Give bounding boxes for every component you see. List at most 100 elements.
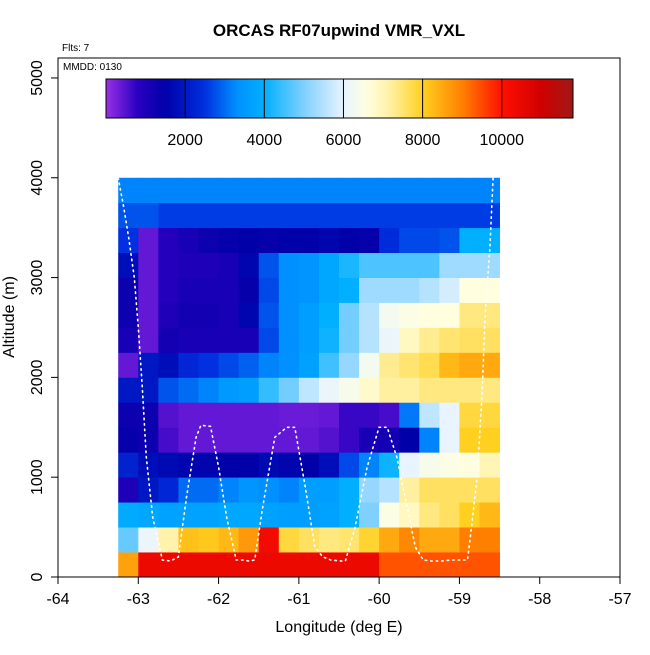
heatmap-cell [479, 302, 500, 328]
heatmap-cell [419, 527, 440, 553]
heatmap-cell [158, 352, 179, 378]
heatmap-cell [158, 552, 179, 577]
heatmap-cell [158, 427, 179, 453]
x-tick-label: -61 [287, 591, 310, 608]
heatmap-cell [339, 552, 360, 577]
heatmap-cell [419, 452, 440, 478]
heatmap-cell [419, 377, 440, 403]
heatmap-cell [419, 502, 440, 528]
heatmap-cell [298, 252, 320, 278]
heatmap-cell [118, 477, 139, 503]
heatmap-cell [158, 402, 179, 428]
heatmap-cell [339, 302, 360, 328]
heatmap-cell [339, 227, 360, 254]
heatmap-cell [339, 352, 360, 378]
heatmap-cell [318, 202, 340, 229]
heatmap-cell [198, 402, 219, 428]
heatmap-cell [278, 227, 300, 254]
heatmap-cell [439, 227, 460, 254]
heatmap-cell [178, 327, 199, 353]
heatmap-cell [439, 202, 460, 229]
heatmap-cell [118, 227, 139, 254]
heatmap-cell [339, 477, 360, 503]
heatmap-cell [359, 477, 380, 503]
heatmap-cell [238, 252, 260, 278]
heatmap-cell [318, 527, 340, 553]
heatmap-cells [118, 177, 500, 577]
heatmap-cell [238, 277, 260, 303]
x-tick-label: -57 [608, 591, 631, 608]
heatmap-cell [379, 377, 400, 403]
heatmap-cell [278, 177, 300, 204]
heatmap-cell [399, 552, 420, 577]
heatmap-cell [359, 552, 380, 577]
heatmap-cell [439, 277, 460, 303]
x-tick-label: -59 [448, 591, 471, 608]
heatmap-cell [439, 477, 460, 503]
heatmap-cell [278, 302, 300, 328]
heatmap-cell [238, 227, 260, 254]
heatmap-cell [479, 327, 500, 353]
heatmap-cell [459, 202, 480, 229]
heatmap-cell [278, 252, 300, 278]
heatmap-cell [318, 302, 340, 328]
heatmap-cell [318, 452, 340, 478]
heatmap-cell [439, 402, 460, 428]
heatmap-cell [138, 502, 159, 528]
heatmap-cell [419, 202, 440, 229]
heatmap-cell [379, 302, 400, 328]
heatmap-cell [439, 552, 460, 577]
y-tick-label: 5000 [29, 60, 46, 96]
heatmap-cell [379, 477, 400, 503]
heatmap-cell [298, 402, 320, 428]
heatmap-cell [138, 202, 159, 229]
x-tick-label: -64 [46, 591, 69, 608]
heatmap-cell [298, 377, 320, 403]
heatmap-cell [238, 477, 260, 503]
heatmap-cell [198, 427, 219, 453]
heatmap-cell [359, 527, 380, 553]
heatmap-cell [318, 402, 340, 428]
heatmap-cell [178, 402, 199, 428]
heatmap-cell [138, 177, 159, 204]
heatmap-cell [258, 327, 280, 353]
heatmap-cell [459, 452, 480, 478]
heatmap-cell [238, 452, 260, 478]
heatmap-cell [399, 302, 420, 328]
heatmap-cell [439, 252, 460, 278]
heatmap-cell [359, 377, 380, 403]
heatmap-cell [339, 402, 360, 428]
heatmap-cell [178, 252, 199, 278]
heatmap-cell [218, 277, 240, 303]
heatmap-cell [419, 227, 440, 254]
heatmap-cell [419, 177, 440, 204]
heatmap-cell [399, 427, 420, 453]
heatmap-cell [158, 452, 179, 478]
heatmap-cell [258, 452, 280, 478]
heatmap-cell [459, 252, 480, 278]
chart-title: ORCAS RF07upwind VMR_VXL [213, 21, 465, 40]
heatmap-cell [198, 327, 219, 353]
x-axis-label: Longitude (deg E) [275, 619, 402, 636]
heatmap-cell [419, 477, 440, 503]
heatmap-cell [198, 452, 219, 478]
heatmap-cell [399, 527, 420, 553]
heatmap-cell [118, 352, 139, 378]
heatmap-cell [198, 502, 219, 528]
heatmap-cell [479, 552, 500, 577]
heatmap-cell [339, 377, 360, 403]
heatmap-cell [198, 227, 219, 254]
heatmap-cell [379, 502, 400, 528]
heatmap-cell [118, 377, 139, 403]
heatmap-cell [278, 477, 300, 503]
heatmap-cell [198, 552, 219, 577]
x-tick-label: -63 [127, 591, 150, 608]
heatmap-cell [178, 177, 199, 204]
heatmap-cell [278, 427, 300, 453]
heatmap-cell [278, 327, 300, 353]
heatmap-cell [158, 177, 179, 204]
heatmap-cell [318, 277, 340, 303]
heatmap-cell [419, 252, 440, 278]
heatmap-cell [339, 327, 360, 353]
